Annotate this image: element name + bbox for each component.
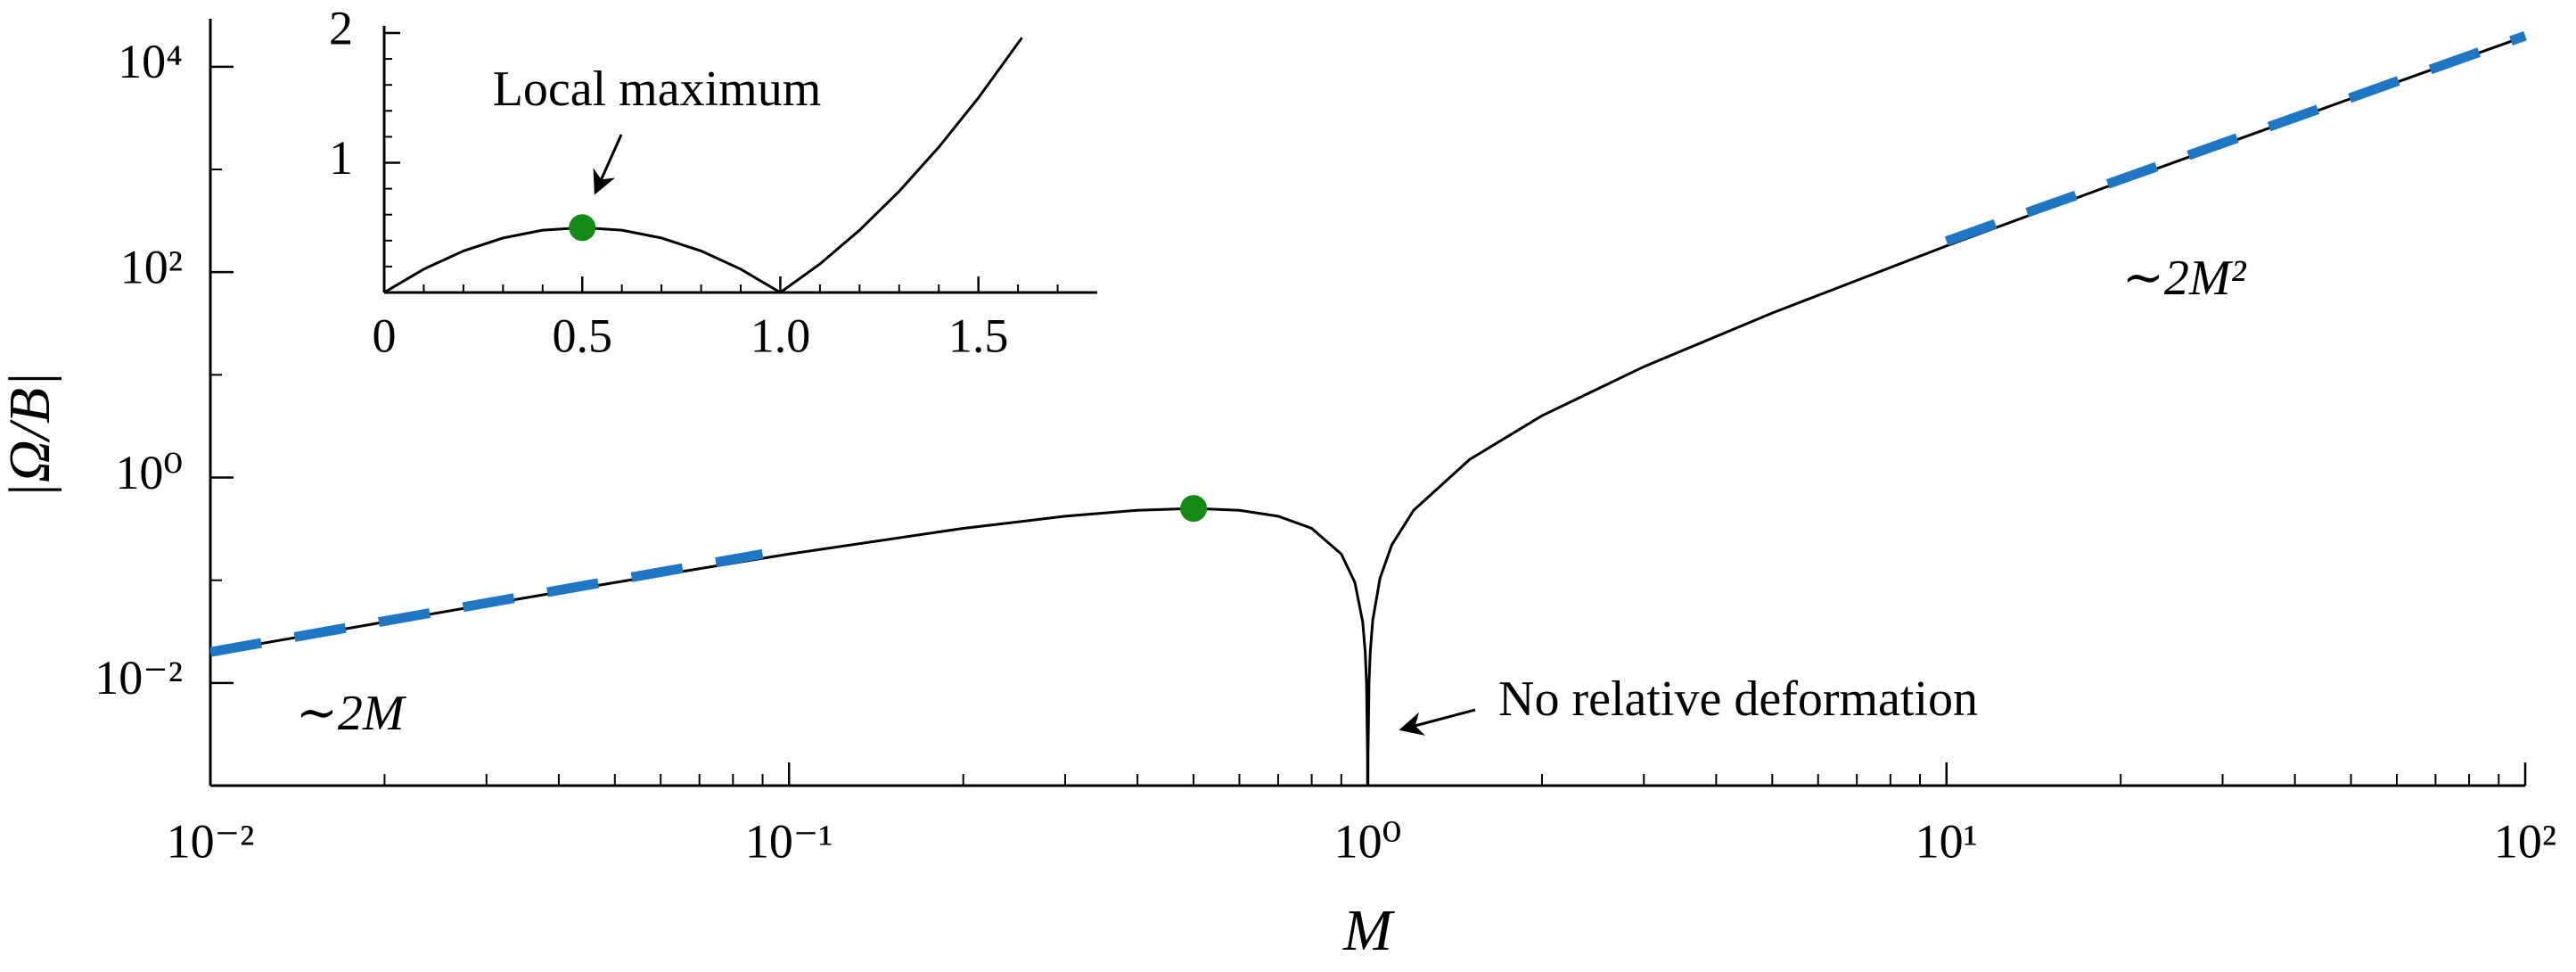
annotation-arrow bbox=[593, 134, 623, 195]
annotation-arrow bbox=[1399, 708, 1476, 736]
x-tick-label: 10⁻¹ bbox=[745, 814, 833, 868]
x-tick-label: 10¹ bbox=[1916, 814, 1978, 868]
x-tick-label: 10⁰ bbox=[1334, 814, 1402, 868]
annotation: ∼2M bbox=[296, 686, 407, 741]
x-tick-label: 0.5 bbox=[552, 309, 612, 362]
x-tick-label: 10² bbox=[2494, 814, 2556, 868]
x-tick-label: 1.0 bbox=[751, 309, 811, 362]
marker-dot bbox=[1180, 495, 1208, 523]
x-tick-label: 10⁻² bbox=[167, 814, 255, 868]
annotation: Local maximum bbox=[493, 62, 822, 117]
y-tick-label: 10² bbox=[120, 241, 183, 294]
x-tick-label: 1.5 bbox=[948, 309, 1009, 362]
x-axis-label: M bbox=[1342, 898, 1396, 963]
asymptote-line bbox=[210, 548, 764, 657]
y-tick-label: 10⁻² bbox=[94, 651, 183, 704]
curve bbox=[384, 37, 1023, 292]
annotation: No relative deformation bbox=[1498, 671, 1978, 727]
y-tick-label: 1 bbox=[329, 131, 353, 185]
y-tick-label: 2 bbox=[329, 1, 353, 54]
annotation: ∼2M² bbox=[2122, 251, 2247, 306]
x-tick-label: 0 bbox=[373, 309, 397, 362]
y-axis-label: |Ω/B| bbox=[0, 372, 62, 499]
y-tick-label: 10⁴ bbox=[118, 35, 183, 88]
y-tick-label: 10⁰ bbox=[115, 446, 183, 499]
marker-dot bbox=[569, 214, 596, 242]
asymptote-line bbox=[1944, 30, 2527, 246]
curve bbox=[210, 35, 2526, 786]
